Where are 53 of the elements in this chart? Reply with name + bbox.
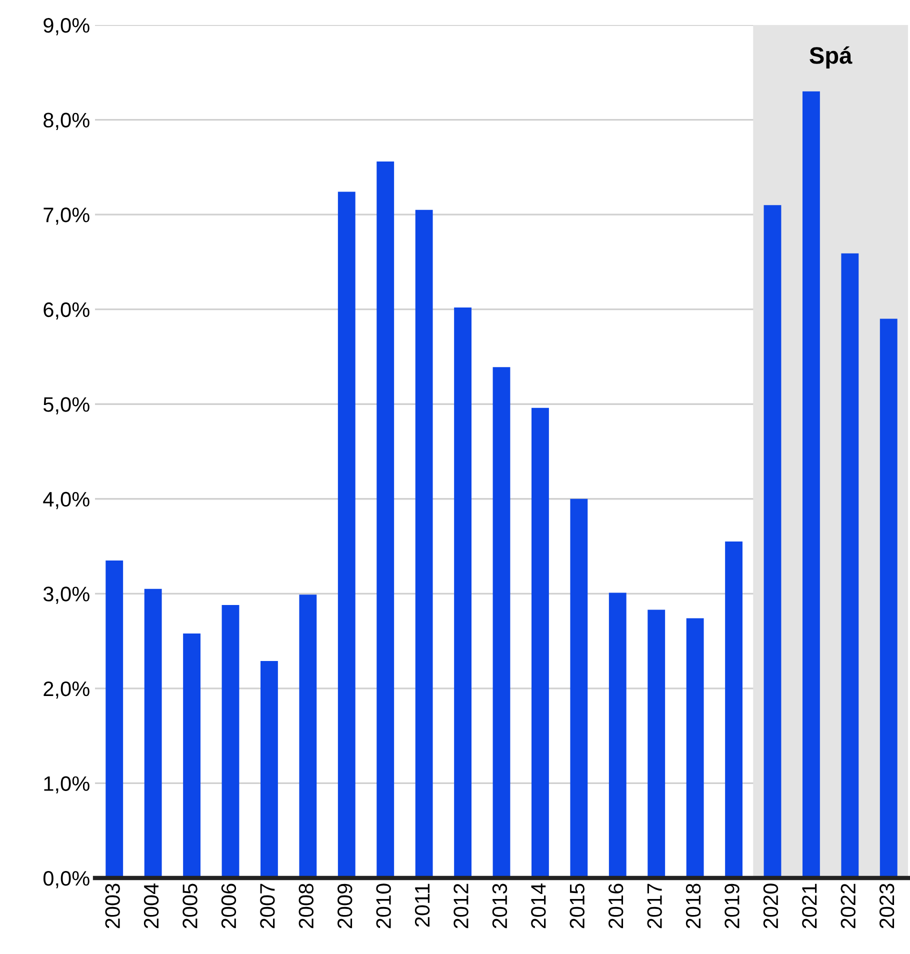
- x-tick-label: 2012: [454, 884, 468, 928]
- y-tick-label: 7,0%: [44, 208, 90, 225]
- x-tick-label: 2006: [221, 884, 236, 928]
- bar: [492, 367, 510, 878]
- bar: [299, 594, 317, 878]
- x-tick-label: 2008: [298, 884, 314, 928]
- x-tick-label: 2007: [260, 884, 275, 928]
- y-tick-label: 8,0%: [44, 112, 90, 130]
- x-tick-label: 2005: [182, 884, 198, 928]
- y-tick-label: 2,0%: [44, 681, 90, 699]
- y-tick-label: 5,0%: [43, 397, 90, 414]
- bar: [338, 192, 356, 878]
- bar: [454, 307, 472, 878]
- bar: [415, 210, 433, 878]
- x-tick-label: 2004: [144, 883, 159, 928]
- y-tick-label: 0,0%: [43, 871, 90, 888]
- bar: [802, 91, 820, 878]
- x-tick-label: 2016: [608, 884, 624, 928]
- bar: [260, 660, 278, 878]
- bar: [144, 588, 162, 878]
- bar: [376, 161, 394, 878]
- y-tick-label: 6,0%: [44, 302, 90, 320]
- bar: [608, 592, 626, 878]
- bar: [725, 542, 742, 878]
- x-tick-label: 2018: [686, 884, 701, 928]
- x-tick-label: 2021: [802, 884, 817, 928]
- x-tick-label: 2017: [647, 884, 662, 928]
- x-tick-label: 2015: [570, 884, 585, 928]
- x-tick-label: 2023: [879, 884, 894, 928]
- bar: [183, 633, 200, 878]
- y-tick-label: 1,0%: [44, 776, 90, 794]
- x-tick-label: 2022: [840, 884, 856, 928]
- bar: [570, 498, 588, 878]
- bar: [648, 610, 666, 878]
- bar: [841, 253, 859, 878]
- bar: [764, 205, 782, 878]
- y-tick-label: 3,0%: [43, 586, 90, 604]
- x-tick-label: 2019: [724, 884, 740, 928]
- bar: [222, 605, 240, 878]
- x-tick-label: 2010: [376, 884, 391, 928]
- band-label: Spá: [810, 46, 852, 69]
- x-tick-label: 2003: [105, 884, 120, 928]
- x-tick-label: 2011: [414, 884, 430, 927]
- bar: [106, 560, 124, 878]
- bar: [686, 618, 704, 878]
- y-tick-label: 4,0%: [43, 492, 90, 510]
- bar: [880, 318, 898, 878]
- x-tick-label: 2020: [763, 884, 778, 928]
- bar: [532, 408, 549, 878]
- y-tick-label: 9,0%: [44, 18, 90, 36]
- x-tick-label: 2009: [337, 884, 352, 928]
- x-tick-label: 2013: [492, 884, 508, 928]
- x-tick-label: 2014: [531, 883, 546, 928]
